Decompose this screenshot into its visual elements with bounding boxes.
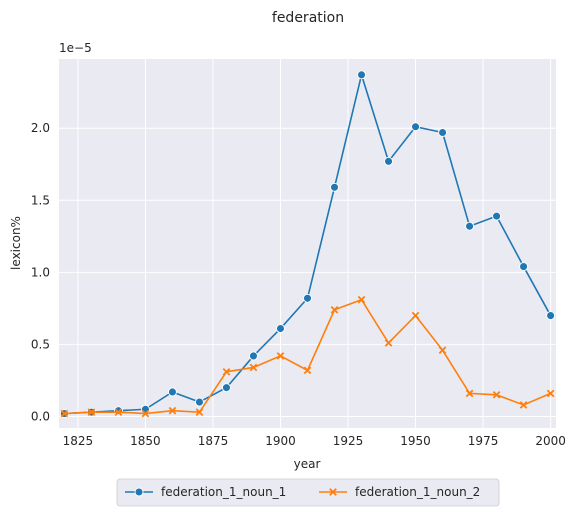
data-point	[249, 352, 257, 360]
y-tick-label: 0.0	[31, 409, 50, 423]
y-tick-label: 0.5	[31, 337, 50, 351]
plot-area	[59, 59, 556, 428]
x-tick-label: 1875	[198, 434, 229, 448]
data-point	[331, 183, 339, 191]
x-tick-label: 1850	[130, 434, 161, 448]
y-tick-label: 1.5	[31, 193, 50, 207]
y-tick-label: 1.0	[31, 265, 50, 279]
data-point	[547, 312, 555, 320]
legend-label: federation_1_noun_1	[161, 485, 286, 499]
x-tick-label: 1825	[63, 434, 94, 448]
data-point	[385, 157, 393, 165]
data-point	[276, 325, 284, 333]
x-tick-label: 1900	[265, 434, 296, 448]
y-axis-label: lexicon%	[9, 216, 23, 270]
data-point	[358, 71, 366, 79]
data-point	[304, 294, 312, 302]
data-point	[520, 263, 528, 271]
x-tick-label: 1950	[400, 434, 431, 448]
x-tick-label: 1975	[468, 434, 499, 448]
data-point	[114, 407, 122, 415]
y-tick-label: 2.0	[31, 121, 50, 135]
legend-label: federation_1_noun_2	[355, 485, 480, 499]
x-tick-label: 2000	[535, 434, 566, 448]
data-point	[222, 384, 230, 392]
data-point	[439, 129, 447, 137]
y-axis-ticks: 0.0 0.5 1.0 1.5 2.0	[31, 121, 50, 423]
chart-title: federation	[272, 10, 344, 26]
x-axis-ticks: 1825 1850 1875 1900 1925 1950 1975 2000	[63, 434, 566, 448]
data-point	[141, 405, 149, 413]
data-point	[195, 398, 203, 406]
data-point	[412, 123, 420, 131]
y-axis-multiplier: 1e−5	[59, 41, 92, 55]
legend-marker	[135, 488, 143, 496]
x-tick-label: 1925	[333, 434, 364, 448]
data-point	[168, 388, 176, 396]
data-point	[466, 222, 474, 230]
data-point	[493, 212, 501, 220]
legend: federation_1_noun_1 federation_1_noun_2	[117, 479, 499, 506]
x-axis-label: year	[294, 457, 321, 471]
